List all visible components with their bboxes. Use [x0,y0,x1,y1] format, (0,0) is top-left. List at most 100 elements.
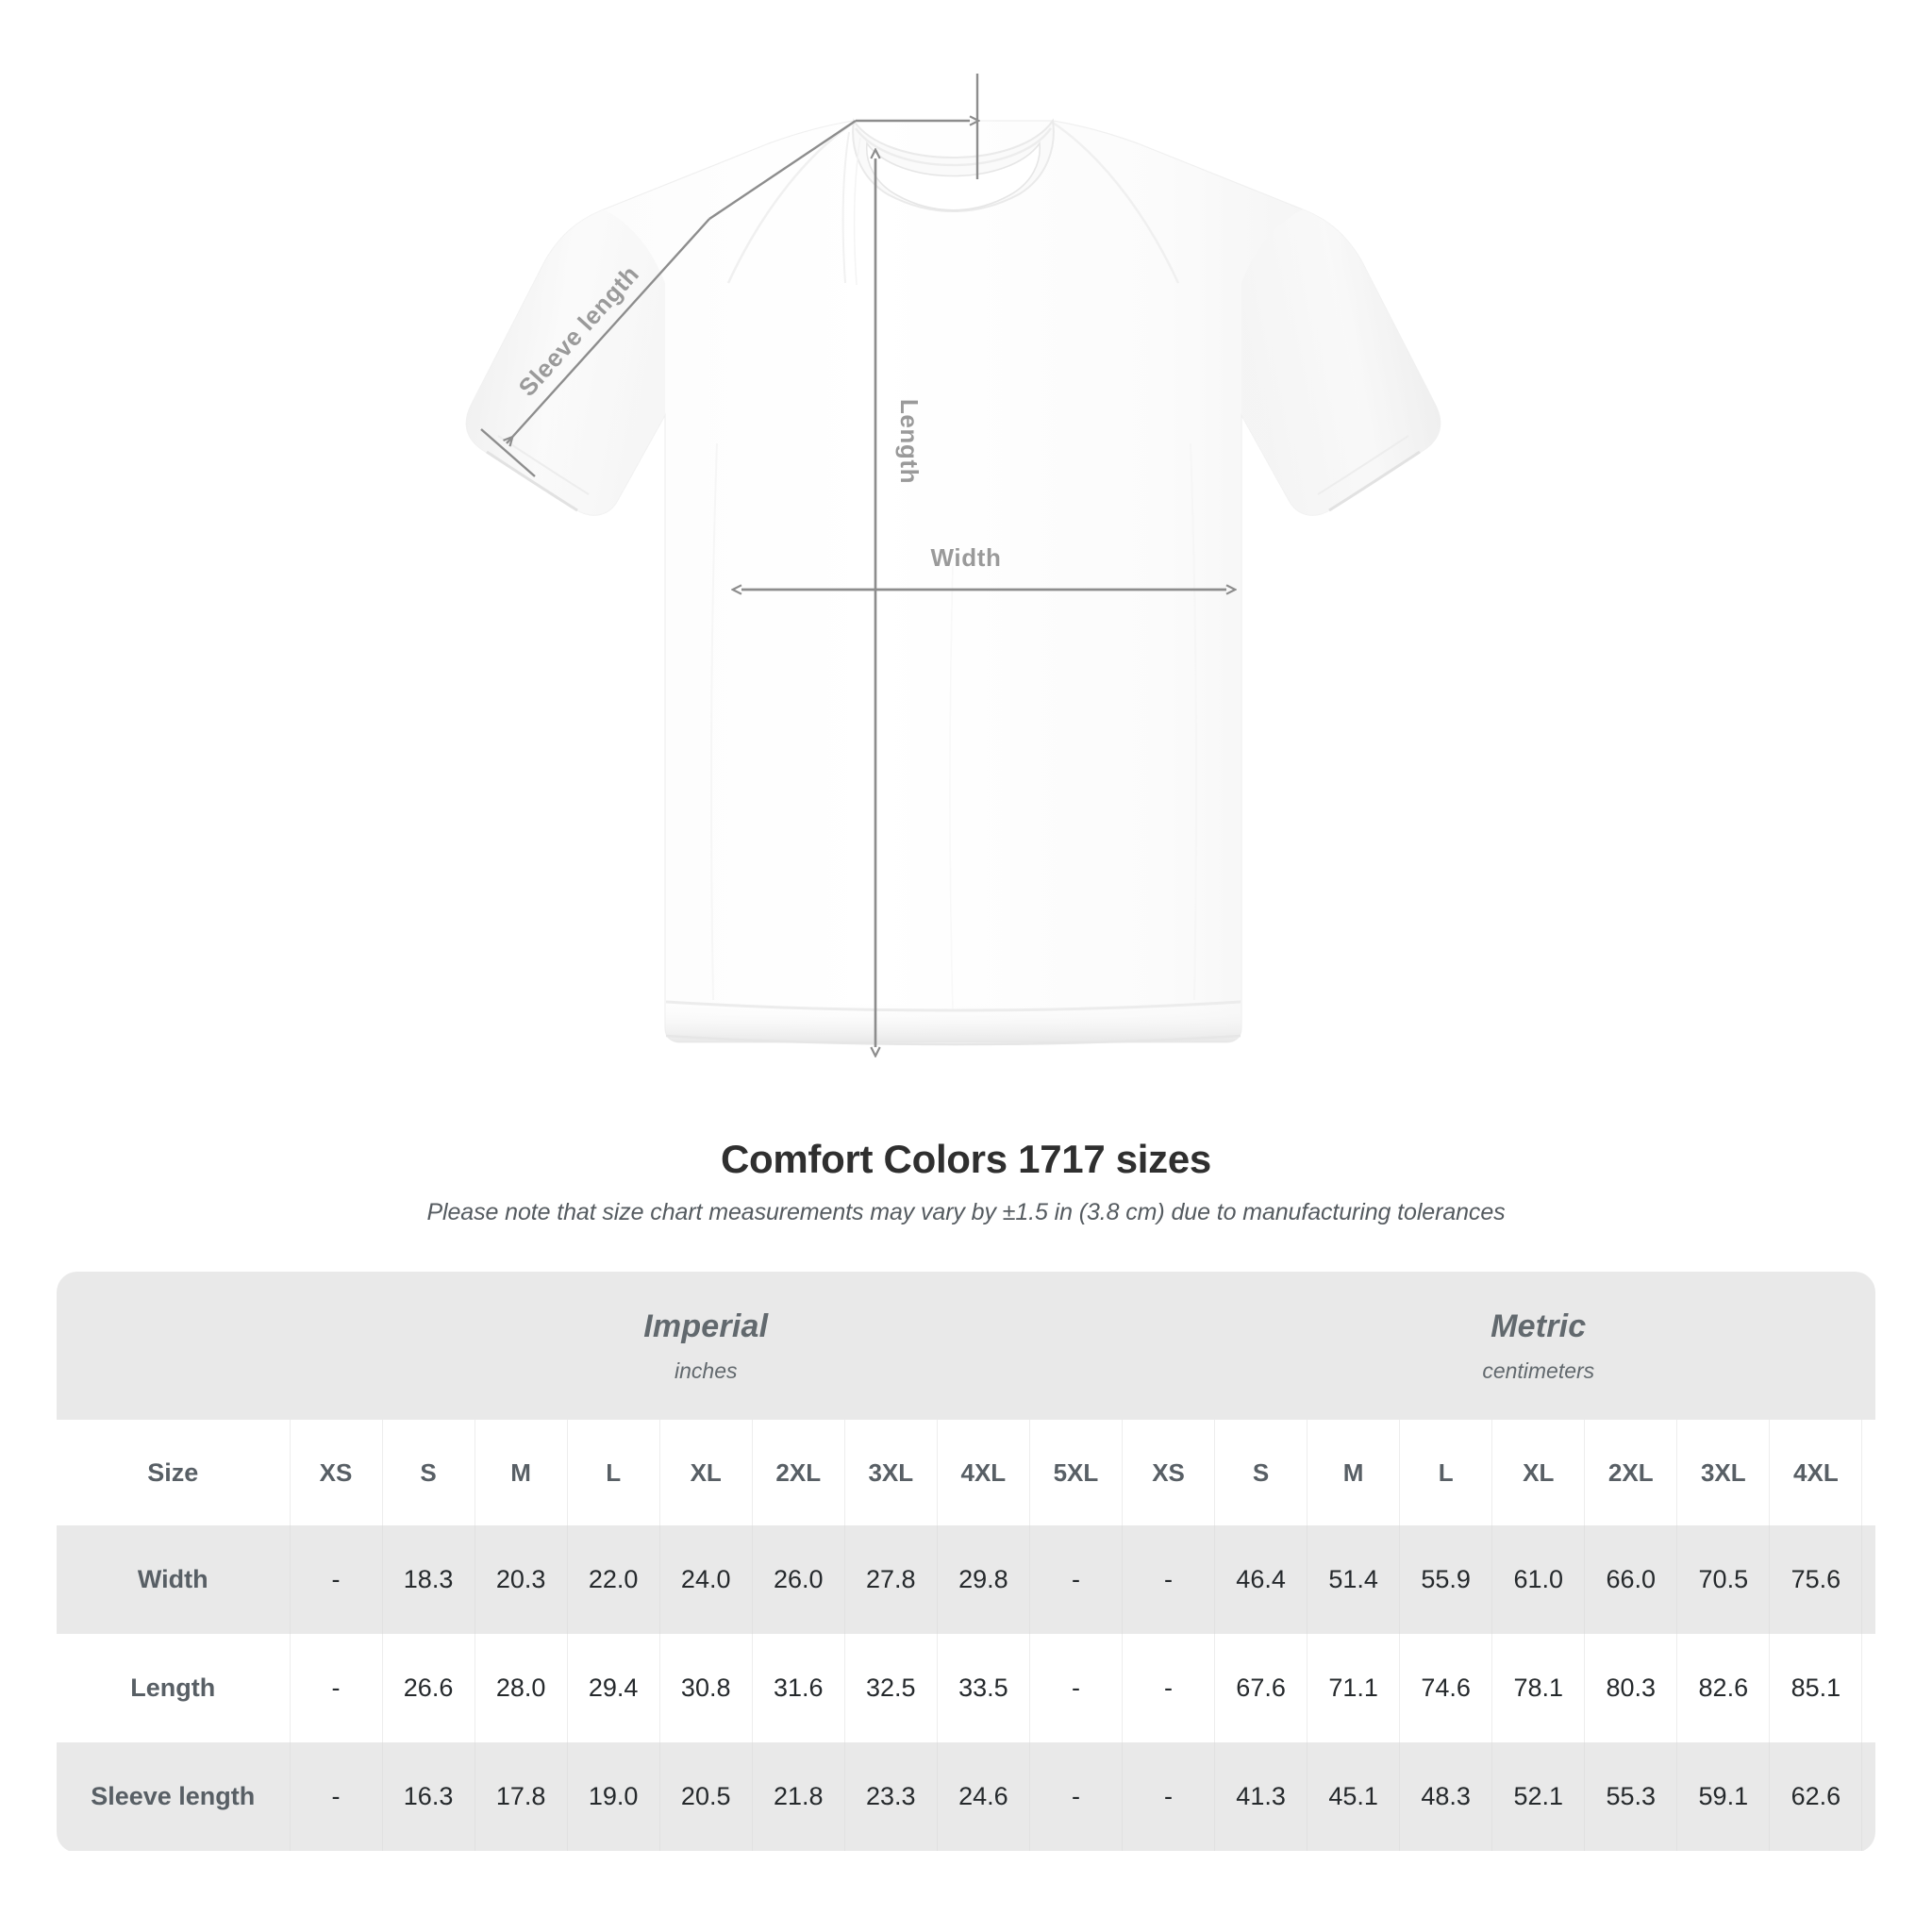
cell-value: 26.0 [752,1525,845,1634]
cell-value: 70.5 [1676,1525,1771,1634]
size-header-4xl-16: 4XL [1769,1420,1863,1525]
size-header-xs-0: XS [290,1420,383,1525]
size-header-2xl-5: 2XL [752,1420,845,1525]
cell-value: 48.3 [1399,1742,1493,1851]
size-header-m-11: M [1307,1420,1401,1525]
cell-value: 75.6 [1769,1525,1863,1634]
size-header-s-1: S [382,1420,475,1525]
unit-group-metric: Metric centimeters [1122,1272,1875,1420]
size-header-l-12: L [1399,1420,1493,1525]
unit-group-imperial: Imperial inches [290,1272,1123,1420]
cell-value: 67.6 [1214,1634,1308,1742]
cell-value: 59.1 [1676,1742,1771,1851]
cell-value: 16.3 [382,1742,475,1851]
unit-group-unit: inches [675,1357,738,1383]
cell-value: - [1861,1742,1875,1851]
size-header-xl-4: XL [659,1420,753,1525]
cell-value: 27.8 [844,1525,938,1634]
width-annotation: Width [741,543,1226,590]
cell-value: 28.0 [475,1634,568,1742]
cell-value: 19.0 [567,1742,660,1851]
cell-value: 51.4 [1307,1525,1401,1634]
cell-value: 45.1 [1307,1742,1401,1851]
tshirt-illustration: Sleeve length Length Width [465,74,1441,1118]
cell-value: 26.6 [382,1634,475,1742]
cell-value: - [1861,1634,1875,1742]
cell-value: 66.0 [1584,1525,1678,1634]
cell-value: - [1122,1742,1216,1851]
size-header-4xl-7: 4XL [937,1420,1030,1525]
cell-value: 52.1 [1491,1742,1586,1851]
cell-value: 41.3 [1214,1742,1308,1851]
table-row: Sleeve length -16.3 17.8 19.0 20.5 21.8 23.3 24… [57,1742,1875,1851]
cell-value: - [1029,1634,1124,1742]
unit-group-name: Imperial [643,1308,769,1345]
cell-value: 29.8 [937,1525,1030,1634]
size-table-container: Imperial inches Metric centimeters Size XS S… [57,1272,1875,1853]
cell-value: 22.0 [567,1525,660,1634]
page-subtitle: Please note that size chart measurements… [426,1199,1506,1226]
size-header-xl-13: XL [1491,1420,1586,1525]
cell-value: 17.8 [475,1742,568,1851]
unit-group-spacer [57,1272,290,1420]
cell-value: 23.3 [844,1742,938,1851]
cell-value: - [1029,1742,1124,1851]
cell-value: - [1029,1525,1124,1634]
size-header-3xl-15: 3XL [1676,1420,1771,1525]
table-row: Length -26.6 28.0 29.4 30.8 31.6 32.5 33.5- -67.… [57,1634,1875,1742]
width-label: Width [931,543,1002,572]
row-label: Sleeve length [57,1742,291,1851]
cell-value: 33.5 [937,1634,1030,1742]
row-label: Length [57,1634,291,1742]
cell-value: 71.1 [1307,1634,1401,1742]
cell-value: 82.6 [1676,1634,1771,1742]
cell-value: 80.3 [1584,1634,1678,1742]
unit-group-unit: centimeters [1482,1357,1595,1383]
cell-value: 20.5 [659,1742,753,1851]
cell-value: 62.6 [1769,1742,1863,1851]
size-header-l-3: L [567,1420,660,1525]
size-header-xs-9: XS [1122,1420,1216,1525]
size-table: Imperial inches Metric centimeters Size XS S… [57,1272,1875,1851]
cell-value: 46.4 [1214,1525,1308,1634]
size-header-2xl-14: 2XL [1584,1420,1678,1525]
cell-value: 29.4 [567,1634,660,1742]
length-label: Length [895,399,924,484]
table-row: Width -18.3 20.3 22.0 24.0 26.0 27.8 29.8- -46.4… [57,1525,1875,1634]
cell-value: 21.8 [752,1742,845,1851]
sleeve-cuff-tick [480,428,536,477]
cell-value: 74.6 [1399,1634,1493,1742]
cell-value: 31.6 [752,1634,845,1742]
cell-value: - [290,1742,383,1851]
cell-value: 30.8 [659,1634,753,1742]
cell-value: 24.0 [659,1525,753,1634]
title-block: Comfort Colors 1717 sizes Please note th… [0,1137,1932,1226]
cell-value: - [1122,1634,1216,1742]
size-header-s-10: S [1214,1420,1308,1525]
tshirt-graphic [465,118,1441,1046]
cell-value: 55.3 [1584,1742,1678,1851]
cell-value: 78.1 [1491,1634,1586,1742]
cell-value: - [1122,1525,1216,1634]
size-header-row: Size XS S M L XL 2XL 3XL 4XL 5XL XS S M L XL 2XL 3XL 4XL… [57,1420,1875,1525]
cell-value: 61.0 [1491,1525,1586,1634]
cell-value: - [290,1634,383,1742]
unit-group-name: Metric [1491,1308,1587,1345]
size-header-5xl-8: 5XL [1029,1420,1124,1525]
cell-value: 20.3 [475,1525,568,1634]
cell-value: 18.3 [382,1525,475,1634]
cell-value: - [290,1525,383,1634]
sleeve-length-arrow [507,218,710,443]
size-header-m-2: M [475,1420,568,1525]
row-label: Width [57,1525,291,1634]
cell-value: 24.6 [937,1742,1030,1851]
length-annotation: Length [875,158,924,1047]
size-header-5xl-17: 5XL [1861,1420,1875,1525]
cell-value: 85.1 [1769,1634,1863,1742]
cell-value: 32.5 [844,1634,938,1742]
size-header-label: Size [57,1420,291,1525]
size-header-3xl-6: 3XL [844,1420,938,1525]
cell-value: - [1861,1525,1875,1634]
unit-group-row: Imperial inches Metric centimeters [57,1272,1875,1420]
